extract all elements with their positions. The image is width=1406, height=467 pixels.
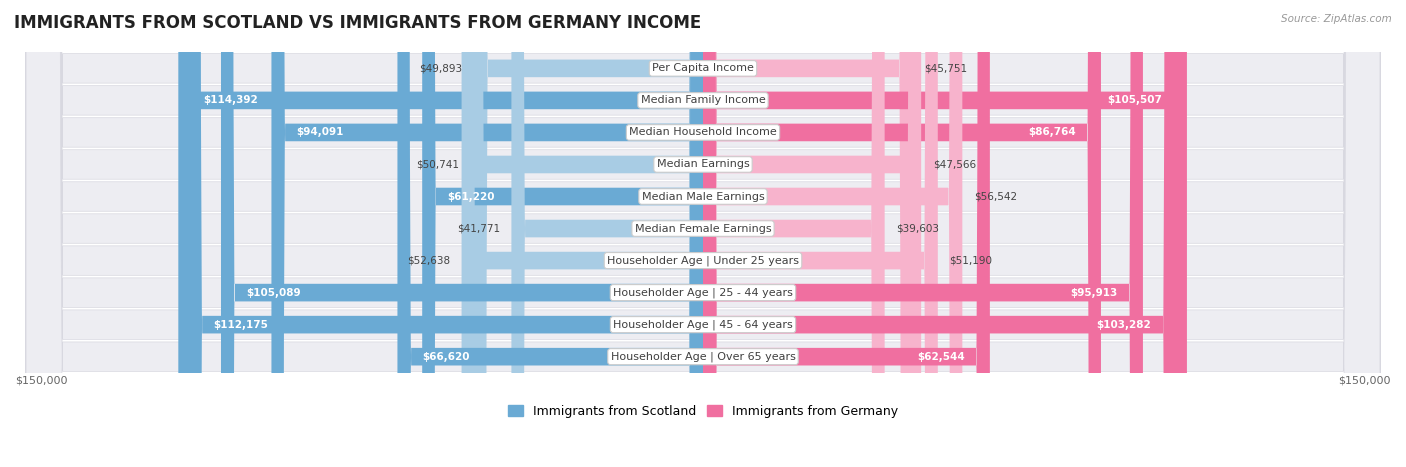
FancyBboxPatch shape <box>398 0 703 467</box>
FancyBboxPatch shape <box>25 0 1381 467</box>
Text: $150,000: $150,000 <box>1339 375 1391 385</box>
Text: $41,771: $41,771 <box>457 224 501 234</box>
FancyBboxPatch shape <box>703 0 1177 467</box>
Text: $150,000: $150,000 <box>15 375 67 385</box>
Text: Median Male Earnings: Median Male Earnings <box>641 191 765 202</box>
Text: Householder Age | 25 - 44 years: Householder Age | 25 - 44 years <box>613 287 793 298</box>
FancyBboxPatch shape <box>703 0 912 467</box>
FancyBboxPatch shape <box>474 0 703 467</box>
Text: $47,566: $47,566 <box>932 159 976 170</box>
FancyBboxPatch shape <box>25 0 1381 467</box>
FancyBboxPatch shape <box>703 0 1143 467</box>
FancyBboxPatch shape <box>703 0 962 467</box>
FancyBboxPatch shape <box>25 0 1381 467</box>
FancyBboxPatch shape <box>25 0 1381 467</box>
Text: $103,282: $103,282 <box>1097 319 1152 330</box>
Text: Median Female Earnings: Median Female Earnings <box>634 224 772 234</box>
Text: $62,544: $62,544 <box>917 352 965 361</box>
Text: $95,913: $95,913 <box>1070 288 1118 297</box>
Text: Source: ZipAtlas.com: Source: ZipAtlas.com <box>1281 14 1392 24</box>
Text: Median Household Income: Median Household Income <box>628 127 778 137</box>
FancyBboxPatch shape <box>703 0 1101 467</box>
Text: $105,089: $105,089 <box>246 288 301 297</box>
Text: $105,507: $105,507 <box>1107 95 1161 106</box>
FancyBboxPatch shape <box>703 0 938 467</box>
FancyBboxPatch shape <box>25 0 1381 467</box>
FancyBboxPatch shape <box>25 0 1381 467</box>
Text: $52,638: $52,638 <box>406 255 450 266</box>
FancyBboxPatch shape <box>470 0 703 467</box>
Text: $114,392: $114,392 <box>204 95 259 106</box>
Text: $86,764: $86,764 <box>1028 127 1076 137</box>
Text: $94,091: $94,091 <box>297 127 344 137</box>
FancyBboxPatch shape <box>221 0 703 467</box>
FancyBboxPatch shape <box>25 0 1381 467</box>
FancyBboxPatch shape <box>179 0 703 467</box>
Text: $61,220: $61,220 <box>447 191 495 202</box>
Text: $112,175: $112,175 <box>214 319 269 330</box>
Text: $45,751: $45,751 <box>924 64 967 73</box>
FancyBboxPatch shape <box>703 0 1187 467</box>
Text: $39,603: $39,603 <box>896 224 939 234</box>
Text: $50,741: $50,741 <box>416 159 458 170</box>
Text: $49,893: $49,893 <box>419 64 463 73</box>
Text: Householder Age | Over 65 years: Householder Age | Over 65 years <box>610 352 796 362</box>
FancyBboxPatch shape <box>25 0 1381 467</box>
Text: Householder Age | 45 - 64 years: Householder Age | 45 - 64 years <box>613 319 793 330</box>
FancyBboxPatch shape <box>703 0 884 467</box>
FancyBboxPatch shape <box>271 0 703 467</box>
Legend: Immigrants from Scotland, Immigrants from Germany: Immigrants from Scotland, Immigrants fro… <box>509 405 897 417</box>
FancyBboxPatch shape <box>703 0 921 467</box>
FancyBboxPatch shape <box>422 0 703 467</box>
FancyBboxPatch shape <box>461 0 703 467</box>
FancyBboxPatch shape <box>703 0 990 467</box>
FancyBboxPatch shape <box>512 0 703 467</box>
Text: $51,190: $51,190 <box>949 255 993 266</box>
Text: Median Earnings: Median Earnings <box>657 159 749 170</box>
FancyBboxPatch shape <box>25 0 1381 467</box>
Text: Householder Age | Under 25 years: Householder Age | Under 25 years <box>607 255 799 266</box>
Text: IMMIGRANTS FROM SCOTLAND VS IMMIGRANTS FROM GERMANY INCOME: IMMIGRANTS FROM SCOTLAND VS IMMIGRANTS F… <box>14 14 702 32</box>
FancyBboxPatch shape <box>188 0 703 467</box>
Text: Per Capita Income: Per Capita Income <box>652 64 754 73</box>
Text: Median Family Income: Median Family Income <box>641 95 765 106</box>
FancyBboxPatch shape <box>25 0 1381 467</box>
Text: $56,542: $56,542 <box>974 191 1017 202</box>
Text: $66,620: $66,620 <box>423 352 470 361</box>
